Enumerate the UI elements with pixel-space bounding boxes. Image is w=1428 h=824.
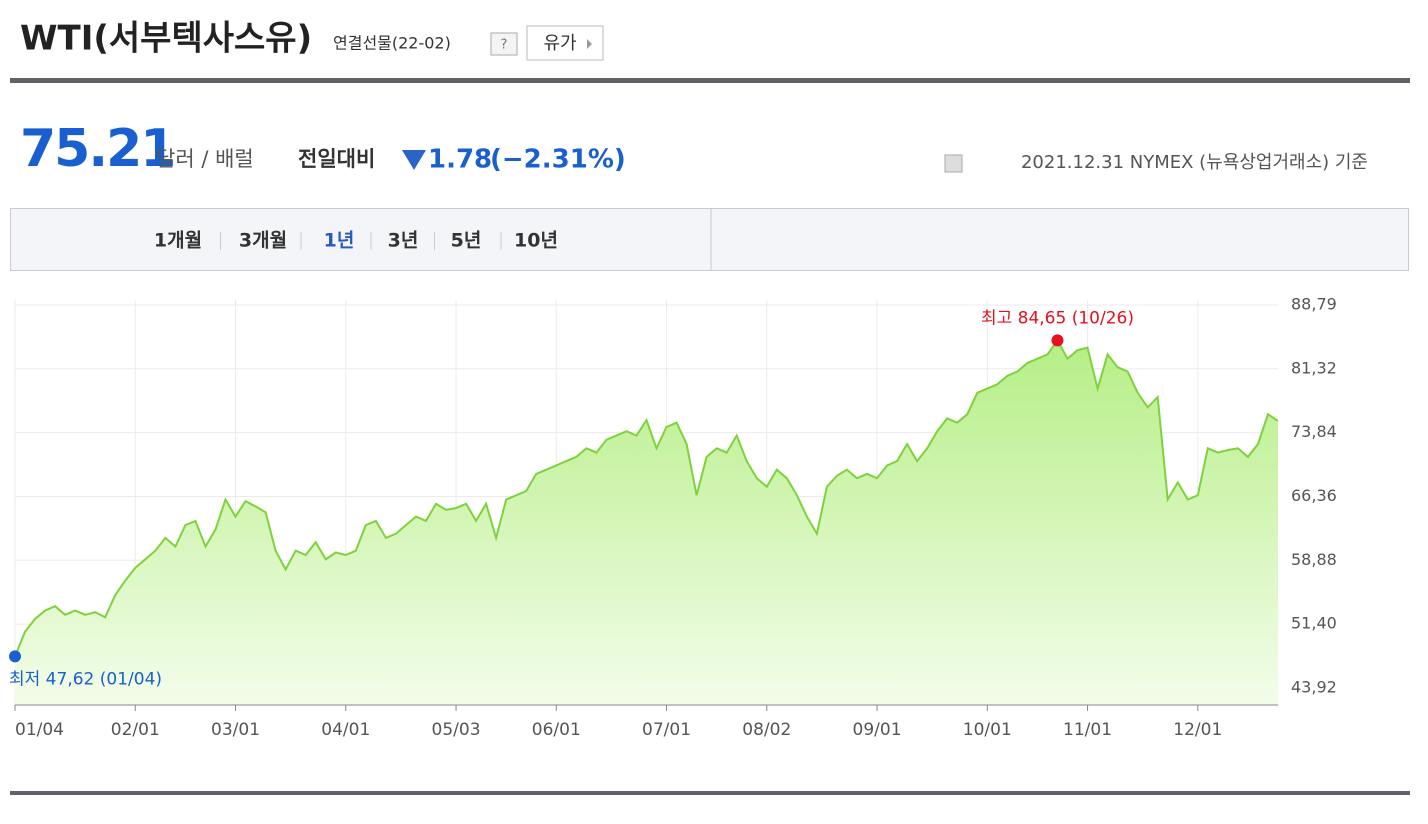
bottom-rule	[10, 791, 1410, 795]
tab[interactable]: 3년	[388, 230, 419, 252]
low-dot	[9, 650, 21, 663]
tab[interactable]: 1개월	[154, 230, 202, 252]
title: WTI(서부텍사스유)	[20, 19, 312, 59]
tab[interactable]: 3개월	[239, 230, 287, 252]
low-label: 최저 47,62 (01/04)	[9, 669, 162, 689]
change-pct: (−2.31%)	[490, 145, 626, 175]
clock-icon	[944, 154, 963, 173]
y-tick-label: 43,92	[1291, 678, 1337, 697]
x-tick-label: 09/01	[853, 720, 902, 740]
y-tick-label: 66,36	[1291, 486, 1337, 505]
x-tick-label: 04/01	[321, 720, 370, 740]
top-rule	[10, 78, 1410, 83]
area	[15, 340, 1278, 705]
x-tick-label: 02/01	[111, 720, 160, 740]
change: 1.78	[428, 145, 492, 175]
tab[interactable]: 10년	[514, 230, 558, 252]
oil-button-text: 유가	[543, 33, 576, 54]
tab-bar	[10, 208, 1409, 271]
tab[interactable]: 5년	[451, 230, 482, 252]
tabs: 1개월 3개월 1년 3년 5년 10년	[154, 230, 558, 252]
x-tick-label: 05/03	[432, 720, 481, 740]
y-tick-label: 51,40	[1291, 614, 1337, 633]
help-text: ?	[501, 38, 508, 53]
chart: 43,92 51,40 58,88 66,36 73,84 81,32 88,79 01/04…	[9, 295, 1337, 740]
subtitle: 연결선물(22-02)	[333, 34, 451, 53]
arrow	[587, 39, 592, 49]
x-tick-label: 06/01	[532, 720, 581, 740]
x-tick-label: 12/01	[1173, 720, 1222, 740]
unit: 달러 / 배럴	[156, 147, 254, 171]
x-tick-label: 01/04	[15, 720, 64, 740]
high-label: 최고 84,65 (10/26)	[981, 308, 1134, 328]
tab[interactable]: 1년	[324, 230, 355, 252]
note: 2021.12.31 NYMEX (뉴욕상업거래소) 기준	[1021, 152, 1368, 173]
y-tick-label: 58,88	[1291, 550, 1337, 569]
x-tick-label: 08/02	[742, 720, 791, 740]
y-tick-label: 73,84	[1291, 422, 1337, 441]
help-icon[interactable]	[490, 32, 518, 56]
price: 75.21	[20, 119, 174, 179]
x-tick-label: 03/01	[211, 720, 260, 740]
line	[14, 338, 1279, 657]
high-dot	[1051, 334, 1064, 347]
y-tick-label: 88,79	[1291, 295, 1337, 314]
x-tick-label: 11/01	[1063, 720, 1112, 740]
y-tick-label: 81,32	[1291, 358, 1337, 377]
change-label: 전일대비	[298, 147, 375, 171]
x-tick-label: 10/01	[963, 720, 1012, 740]
x-tick-label: 07/01	[642, 720, 691, 740]
down-icon	[402, 150, 426, 170]
